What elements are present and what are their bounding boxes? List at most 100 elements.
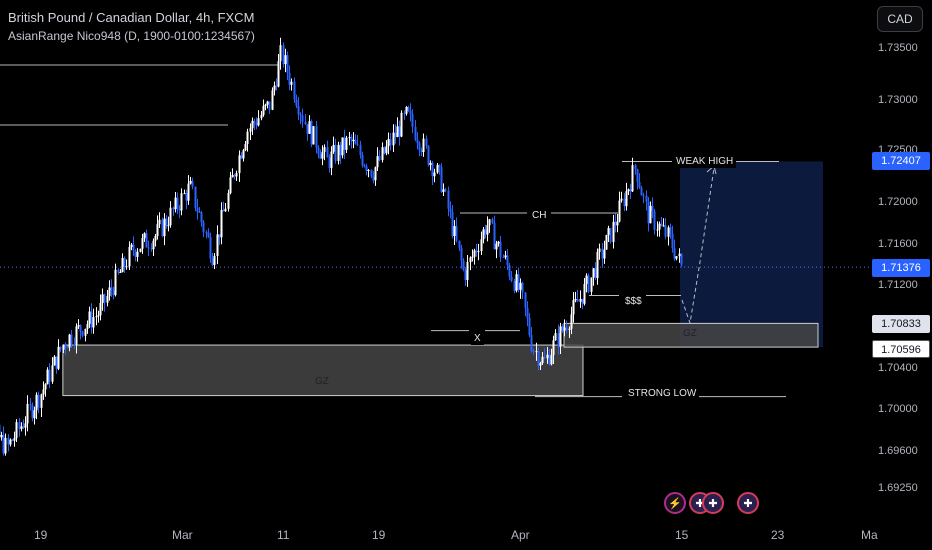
candle-body	[51, 365, 54, 382]
candle-body	[101, 294, 104, 304]
candle-body	[266, 101, 269, 105]
candle-body	[315, 126, 318, 148]
candle-body	[79, 325, 82, 332]
candle-body	[497, 241, 500, 244]
candle-body	[196, 207, 199, 213]
candle-body	[552, 340, 555, 356]
candle-body	[55, 356, 58, 369]
candle-body	[583, 283, 586, 304]
candle-body	[68, 334, 71, 348]
liquidity-label: $$$	[622, 296, 645, 308]
candle-body	[609, 228, 612, 242]
candle-body	[35, 394, 38, 411]
indicator-label[interactable]: AsianRange Nico948 (D, 1900-0100:1234567…	[8, 29, 255, 43]
candle-body	[458, 240, 461, 248]
candle-body	[482, 229, 485, 240]
weak-high-label: WEAK HIGH	[673, 156, 737, 168]
candle-body	[209, 237, 212, 259]
event-icons: ⚡ ✚ ✚ ✚	[664, 492, 759, 514]
candle-body	[312, 126, 315, 145]
candle-body	[491, 219, 494, 223]
x-tick-label: 11	[277, 528, 290, 542]
candle-body	[123, 258, 126, 267]
uk-flag-icon[interactable]: ✚	[702, 492, 724, 514]
candle-body	[213, 255, 216, 265]
candle-body	[174, 197, 177, 210]
uk-flag-icon[interactable]: ✚	[737, 492, 759, 514]
candle-body	[20, 426, 23, 429]
x-label: X	[471, 333, 484, 345]
candle-body	[543, 356, 546, 359]
lightning-icon[interactable]: ⚡	[664, 492, 686, 514]
candle-body	[240, 155, 243, 159]
candle-body	[376, 156, 379, 168]
candle-body	[627, 189, 630, 192]
candle-body	[64, 344, 67, 348]
candle-body	[550, 355, 553, 365]
candle-body	[90, 311, 93, 328]
candle-body	[319, 154, 322, 159]
candle-body	[519, 282, 522, 290]
candle-body	[31, 405, 34, 419]
candle-body	[680, 253, 683, 265]
candle-body	[436, 165, 439, 173]
candle-body	[370, 169, 373, 177]
candle-body	[671, 233, 674, 248]
candle-body	[662, 225, 665, 227]
candle-body	[455, 226, 458, 241]
candle-body	[510, 276, 513, 281]
candle-body	[284, 55, 287, 65]
chart-header: British Pound / Canadian Dollar, 4h, FXC…	[8, 9, 255, 45]
candle-body	[535, 351, 538, 353]
candle-body	[4, 437, 7, 454]
candle-body	[15, 422, 18, 438]
candle-body	[559, 326, 562, 347]
candle-body	[260, 114, 263, 119]
weak-high-price-tag: 1.72407	[872, 152, 930, 170]
target-zone-box	[680, 161, 823, 348]
candle-body	[37, 394, 40, 408]
candle-body	[673, 247, 676, 259]
candle-body	[592, 268, 595, 278]
candle-body	[623, 198, 626, 207]
candle-body	[484, 229, 487, 235]
candle-body	[244, 143, 247, 151]
symbol-title[interactable]: British Pound / Canadian Dollar, 4h, FXC…	[8, 10, 255, 25]
x-tick-label: 23	[771, 528, 785, 542]
candle-body	[134, 250, 137, 257]
candle-body	[341, 137, 344, 156]
candle-body	[231, 174, 234, 178]
candle-body	[587, 275, 590, 292]
candle-body	[598, 248, 601, 252]
candle-body	[143, 233, 146, 239]
candle-body	[114, 269, 117, 296]
candle-body	[66, 347, 69, 349]
projection-path	[681, 167, 715, 324]
candle-body	[187, 183, 190, 201]
candle-body	[22, 426, 25, 428]
candle-body	[229, 177, 232, 194]
candle-body	[108, 287, 111, 297]
candle-body	[141, 238, 144, 249]
candle-body	[343, 137, 346, 150]
candle-body	[299, 114, 302, 116]
candle-body	[224, 208, 227, 212]
candle-body	[387, 139, 390, 147]
candle-body	[651, 205, 654, 212]
candle-body	[636, 169, 639, 182]
ch-label: CH	[529, 210, 550, 222]
candle-body	[356, 144, 359, 146]
candle-body	[119, 272, 122, 274]
candle-body	[629, 189, 632, 192]
candle-body	[273, 85, 276, 91]
candle-body	[605, 235, 608, 250]
currency-button[interactable]: CAD	[877, 6, 923, 32]
candle-body	[95, 316, 98, 318]
candle-body	[647, 201, 650, 224]
candle-body	[548, 354, 551, 365]
candle-body	[656, 229, 659, 231]
candle-body	[475, 250, 478, 252]
candle-body	[220, 210, 223, 238]
candle-body	[53, 356, 56, 366]
